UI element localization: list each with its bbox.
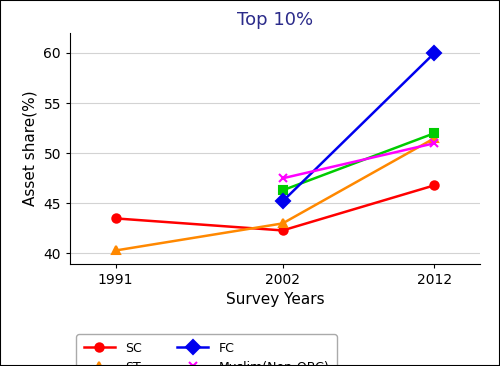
Legend: SC, ST, OBC, FC, Muslim(Non-OBC): SC, ST, OBC, FC, Muslim(Non-OBC) [76, 334, 336, 366]
Title: Top 10%: Top 10% [237, 11, 313, 29]
Y-axis label: Asset share(%): Asset share(%) [23, 90, 38, 206]
X-axis label: Survey Years: Survey Years [226, 292, 324, 307]
